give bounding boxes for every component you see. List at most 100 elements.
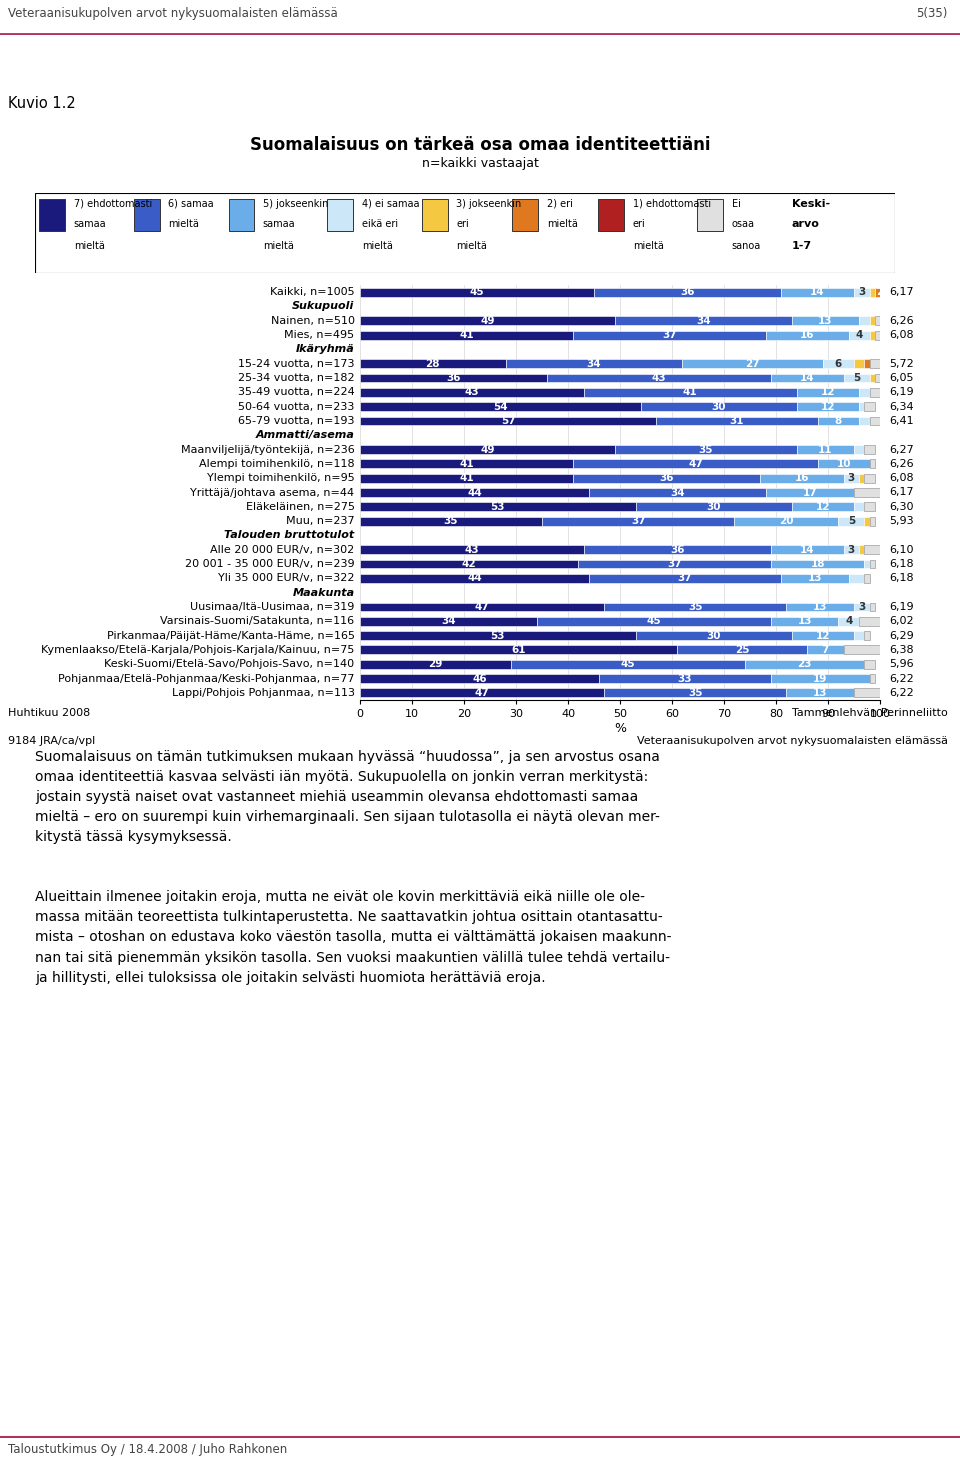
Text: 36: 36	[670, 545, 684, 554]
Text: 47: 47	[475, 602, 490, 612]
Bar	[875, 374, 880, 383]
Bar	[360, 631, 636, 640]
Text: 6,08: 6,08	[890, 330, 914, 340]
Bar	[547, 374, 771, 383]
Text: eikä eri: eikä eri	[362, 219, 398, 229]
Text: 6,18: 6,18	[890, 559, 914, 569]
Text: 2: 2	[876, 287, 883, 297]
Bar	[797, 402, 859, 411]
Text: 13: 13	[807, 573, 823, 584]
Bar	[854, 503, 864, 511]
Bar	[683, 359, 823, 368]
Text: Pirkanmaa/Päijät-Häme/Kanta-Häme, n=165: Pirkanmaa/Päijät-Häme/Kanta-Häme, n=165	[107, 631, 354, 640]
Text: 5,96: 5,96	[890, 659, 914, 670]
Bar	[614, 445, 797, 454]
Text: Kaikki, n=1005: Kaikki, n=1005	[270, 287, 354, 297]
Text: 54: 54	[493, 402, 508, 412]
Bar	[360, 560, 578, 569]
Bar	[760, 474, 844, 483]
Bar	[844, 646, 880, 655]
Bar	[636, 503, 792, 511]
Bar	[771, 674, 870, 683]
Text: 49: 49	[480, 316, 494, 325]
Bar	[641, 402, 797, 411]
Bar	[854, 445, 864, 454]
Text: 9184 JRA/ca/vpl: 9184 JRA/ca/vpl	[8, 736, 95, 746]
Text: 12: 12	[821, 402, 835, 412]
Bar	[870, 387, 880, 396]
Text: 6,02: 6,02	[890, 616, 914, 627]
Text: 53: 53	[491, 503, 505, 511]
Text: 30: 30	[707, 503, 721, 511]
Text: 43: 43	[652, 372, 666, 383]
Text: 6,08: 6,08	[890, 473, 914, 483]
Text: 34: 34	[670, 488, 684, 498]
Text: 41: 41	[459, 473, 474, 483]
Text: mieltä: mieltä	[362, 241, 393, 251]
Bar	[771, 616, 838, 625]
Text: 28: 28	[425, 359, 440, 368]
Text: 36: 36	[660, 473, 674, 483]
Text: 35: 35	[688, 687, 703, 698]
Bar	[360, 417, 657, 426]
Bar	[807, 646, 844, 655]
Bar	[864, 402, 875, 411]
Text: 5: 5	[853, 372, 860, 383]
Text: 44: 44	[467, 573, 482, 584]
Bar	[360, 387, 584, 396]
Text: 18: 18	[810, 559, 825, 569]
Bar	[870, 603, 875, 612]
Text: 33: 33	[678, 674, 692, 683]
Text: Yrittäjä/johtava asema, n=44: Yrittäjä/johtava asema, n=44	[190, 488, 354, 498]
Text: sanoa: sanoa	[732, 241, 761, 251]
Text: 6,19: 6,19	[890, 387, 914, 398]
Bar	[849, 331, 870, 340]
Text: mieltä: mieltä	[546, 219, 578, 229]
Bar	[792, 316, 859, 325]
Text: 49: 49	[480, 445, 494, 455]
Text: 31: 31	[730, 415, 744, 426]
Text: 19: 19	[813, 674, 828, 683]
Bar	[870, 331, 875, 340]
Bar	[864, 445, 875, 454]
Bar	[870, 288, 875, 297]
Bar	[578, 560, 771, 569]
Text: 27: 27	[745, 359, 760, 368]
Text: 45: 45	[646, 616, 661, 627]
Text: 23: 23	[798, 659, 812, 670]
FancyBboxPatch shape	[422, 200, 447, 232]
Bar	[511, 659, 745, 668]
Text: Tammenlehvän Perinneliitto: Tammenlehvän Perinneliitto	[792, 708, 948, 718]
Text: 5,72: 5,72	[890, 359, 914, 368]
Bar	[875, 331, 885, 340]
Bar	[360, 689, 605, 698]
Text: 25: 25	[735, 644, 750, 655]
Bar	[599, 674, 771, 683]
Bar	[870, 517, 875, 526]
Bar	[870, 374, 875, 383]
Bar	[636, 631, 792, 640]
Bar	[823, 359, 854, 368]
Bar	[588, 488, 765, 497]
Text: eri: eri	[633, 219, 645, 229]
Text: n=kaikki vastaajat: n=kaikki vastaajat	[421, 158, 539, 170]
Bar	[360, 488, 588, 497]
Bar	[864, 359, 870, 368]
Bar	[360, 402, 641, 411]
Bar	[360, 517, 542, 526]
Text: 6,26: 6,26	[890, 316, 914, 325]
Text: 8: 8	[835, 415, 842, 426]
Bar	[844, 545, 859, 554]
Text: 13: 13	[818, 316, 832, 325]
Text: 37: 37	[631, 516, 645, 526]
Text: 3: 3	[848, 473, 855, 483]
Bar	[360, 545, 584, 554]
Bar	[859, 316, 870, 325]
Text: Veteraanisukupolven arvot nykysuomalaisten elämässä: Veteraanisukupolven arvot nykysuomalaist…	[637, 736, 948, 746]
Bar	[360, 460, 573, 469]
FancyBboxPatch shape	[228, 200, 254, 232]
Bar	[781, 288, 854, 297]
Text: 43: 43	[465, 387, 479, 398]
Text: 3: 3	[848, 545, 855, 554]
Text: Maakunta: Maakunta	[293, 588, 354, 597]
